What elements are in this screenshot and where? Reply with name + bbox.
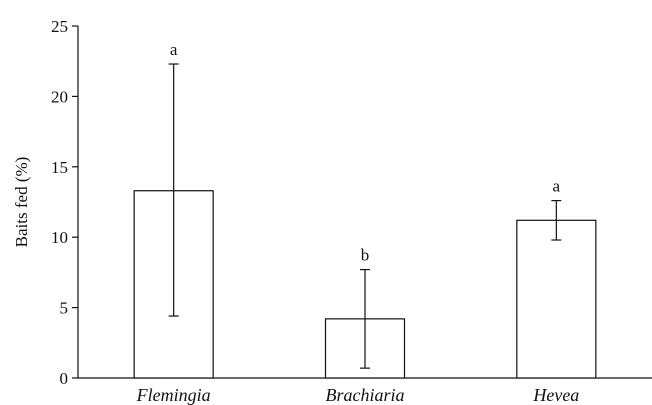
significance-label: b [361,246,370,265]
y-tick-label: 0 [60,369,69,388]
x-tick-label-flemingia: Flemingia [136,385,211,405]
y-axis-title: Baits fed (%) [12,157,31,248]
y-tick-label: 25 [51,17,68,36]
y-tick-label: 20 [51,87,68,106]
x-tick-label-hevea: Hevea [532,385,579,405]
y-tick-label: 15 [51,158,68,177]
bar-hevea [516,219,597,379]
x-tick-label-brachiaria: Brachiaria [326,385,405,405]
significance-label: a [553,177,561,196]
significance-label: a [170,40,178,59]
bars: a Flemingia b Brachiaria a Hevea [133,40,597,405]
y-tick-label: 10 [51,228,68,247]
y-tick-label: 5 [60,299,69,318]
